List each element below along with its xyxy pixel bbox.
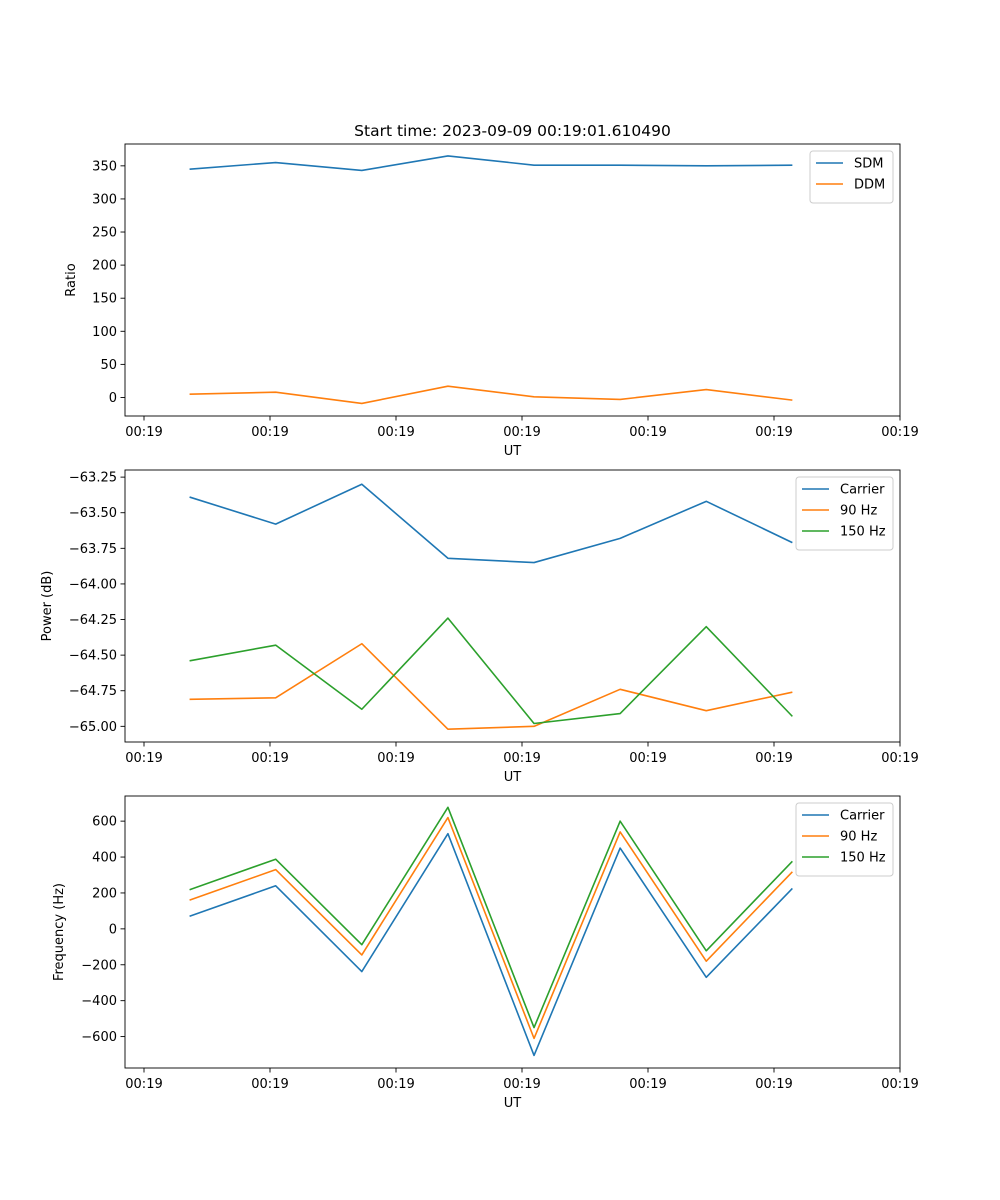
legend-label: 90 Hz [840,830,877,845]
figure-title: Start time: 2023-09-09 00:19:01.610490 [354,122,671,140]
x-tick-label: 00:19 [755,751,792,766]
x-tick-label: 00:19 [251,425,288,440]
x-tick-label: 00:19 [125,1077,162,1092]
x-tick-label: 00:19 [377,425,414,440]
y-tick-label: 400 [92,851,117,866]
x-axis-label: UT [504,444,522,459]
y-tick-label: 250 [92,226,117,241]
series-line-90-hz [189,642,793,730]
x-tick-label: 00:19 [629,425,666,440]
y-tick-label: 200 [92,886,117,901]
x-tick-label: 00:19 [125,425,162,440]
y-tick-label: −200 [81,958,117,973]
y-tick-label: −64.75 [69,684,117,699]
y-tick-label: −64.25 [69,613,117,628]
chart-panel-3: 00:1900:1900:1900:1900:1900:1900:1900:20… [52,795,919,1111]
y-tick-label: −64.00 [69,577,117,592]
x-tick-label: 00:19 [881,1077,918,1092]
y-tick-label: −65.00 [69,720,117,735]
legend-label: 150 Hz [840,525,886,540]
y-tick-label: 200 [92,259,117,274]
x-axis-label: UT [504,1096,522,1111]
x-tick-label: 00:19 [503,751,540,766]
x-tick-label: 00:19 [755,1077,792,1092]
chart-panel-2: 00:1900:1900:1900:1900:1900:1900:1900:20… [40,469,919,785]
chart-panel-1: 00:1900:1900:1900:1900:1900:1900:1900:20… [64,143,919,459]
legend-box [809,150,894,204]
x-tick-label: 00:19 [125,751,162,766]
legend-label: DDM [854,178,885,193]
series-line-150-hz [189,617,793,725]
legend-label: 90 Hz [840,504,877,519]
x-tick-label: 00:19 [377,1077,414,1092]
legend-label: 150 Hz [840,851,886,866]
y-tick-label: 350 [92,159,117,174]
x-tick-label: 00:19 [503,425,540,440]
x-tick-label: 00:19 [629,751,666,766]
series-line-ddm [189,385,793,405]
x-tick-label: 00:19 [755,425,792,440]
series-line-90-hz [189,816,793,1040]
y-tick-label: −63.50 [69,506,117,521]
x-tick-label: 00:19 [629,1077,666,1092]
y-tick-label: −600 [81,1030,117,1045]
y-tick-label: 300 [92,192,117,207]
x-tick-label: 00:19 [881,425,918,440]
y-tick-label: 0 [109,922,117,937]
y-axis-label: Power (dB) [40,571,55,642]
x-tick-label: 00:19 [503,1077,540,1092]
y-tick-label: −400 [81,994,117,1009]
y-axis-label: Frequency (Hz) [52,883,67,981]
y-tick-label: −63.75 [69,542,117,557]
plot-frame [124,469,901,743]
y-tick-label: 100 [92,325,117,340]
x-tick-label: 00:19 [251,751,288,766]
series-line-carrier [189,832,793,1057]
y-tick-label: 0 [109,391,117,406]
x-tick-label: 00:19 [377,751,414,766]
y-tick-label: 150 [92,292,117,307]
series-line-carrier [189,483,793,564]
y-tick-label: 50 [100,358,117,373]
legend-label: Carrier [840,483,885,498]
series-line-150-hz [189,806,793,1029]
y-tick-label: −63.25 [69,471,117,486]
legend-label: Carrier [840,809,885,824]
plot-frame [124,143,901,417]
x-axis-label: UT [504,770,522,785]
y-axis-label: Ratio [64,263,79,296]
y-tick-label: −64.50 [69,649,117,664]
plot-frame [124,795,901,1069]
series-line-sdm [189,155,793,172]
chart-panels: 00:1900:1900:1900:1900:1900:1900:1900:20… [40,143,919,1111]
x-tick-label: 00:19 [251,1077,288,1092]
legend-label: SDM [854,157,883,172]
x-tick-label: 00:19 [881,751,918,766]
y-tick-label: 600 [92,815,117,830]
